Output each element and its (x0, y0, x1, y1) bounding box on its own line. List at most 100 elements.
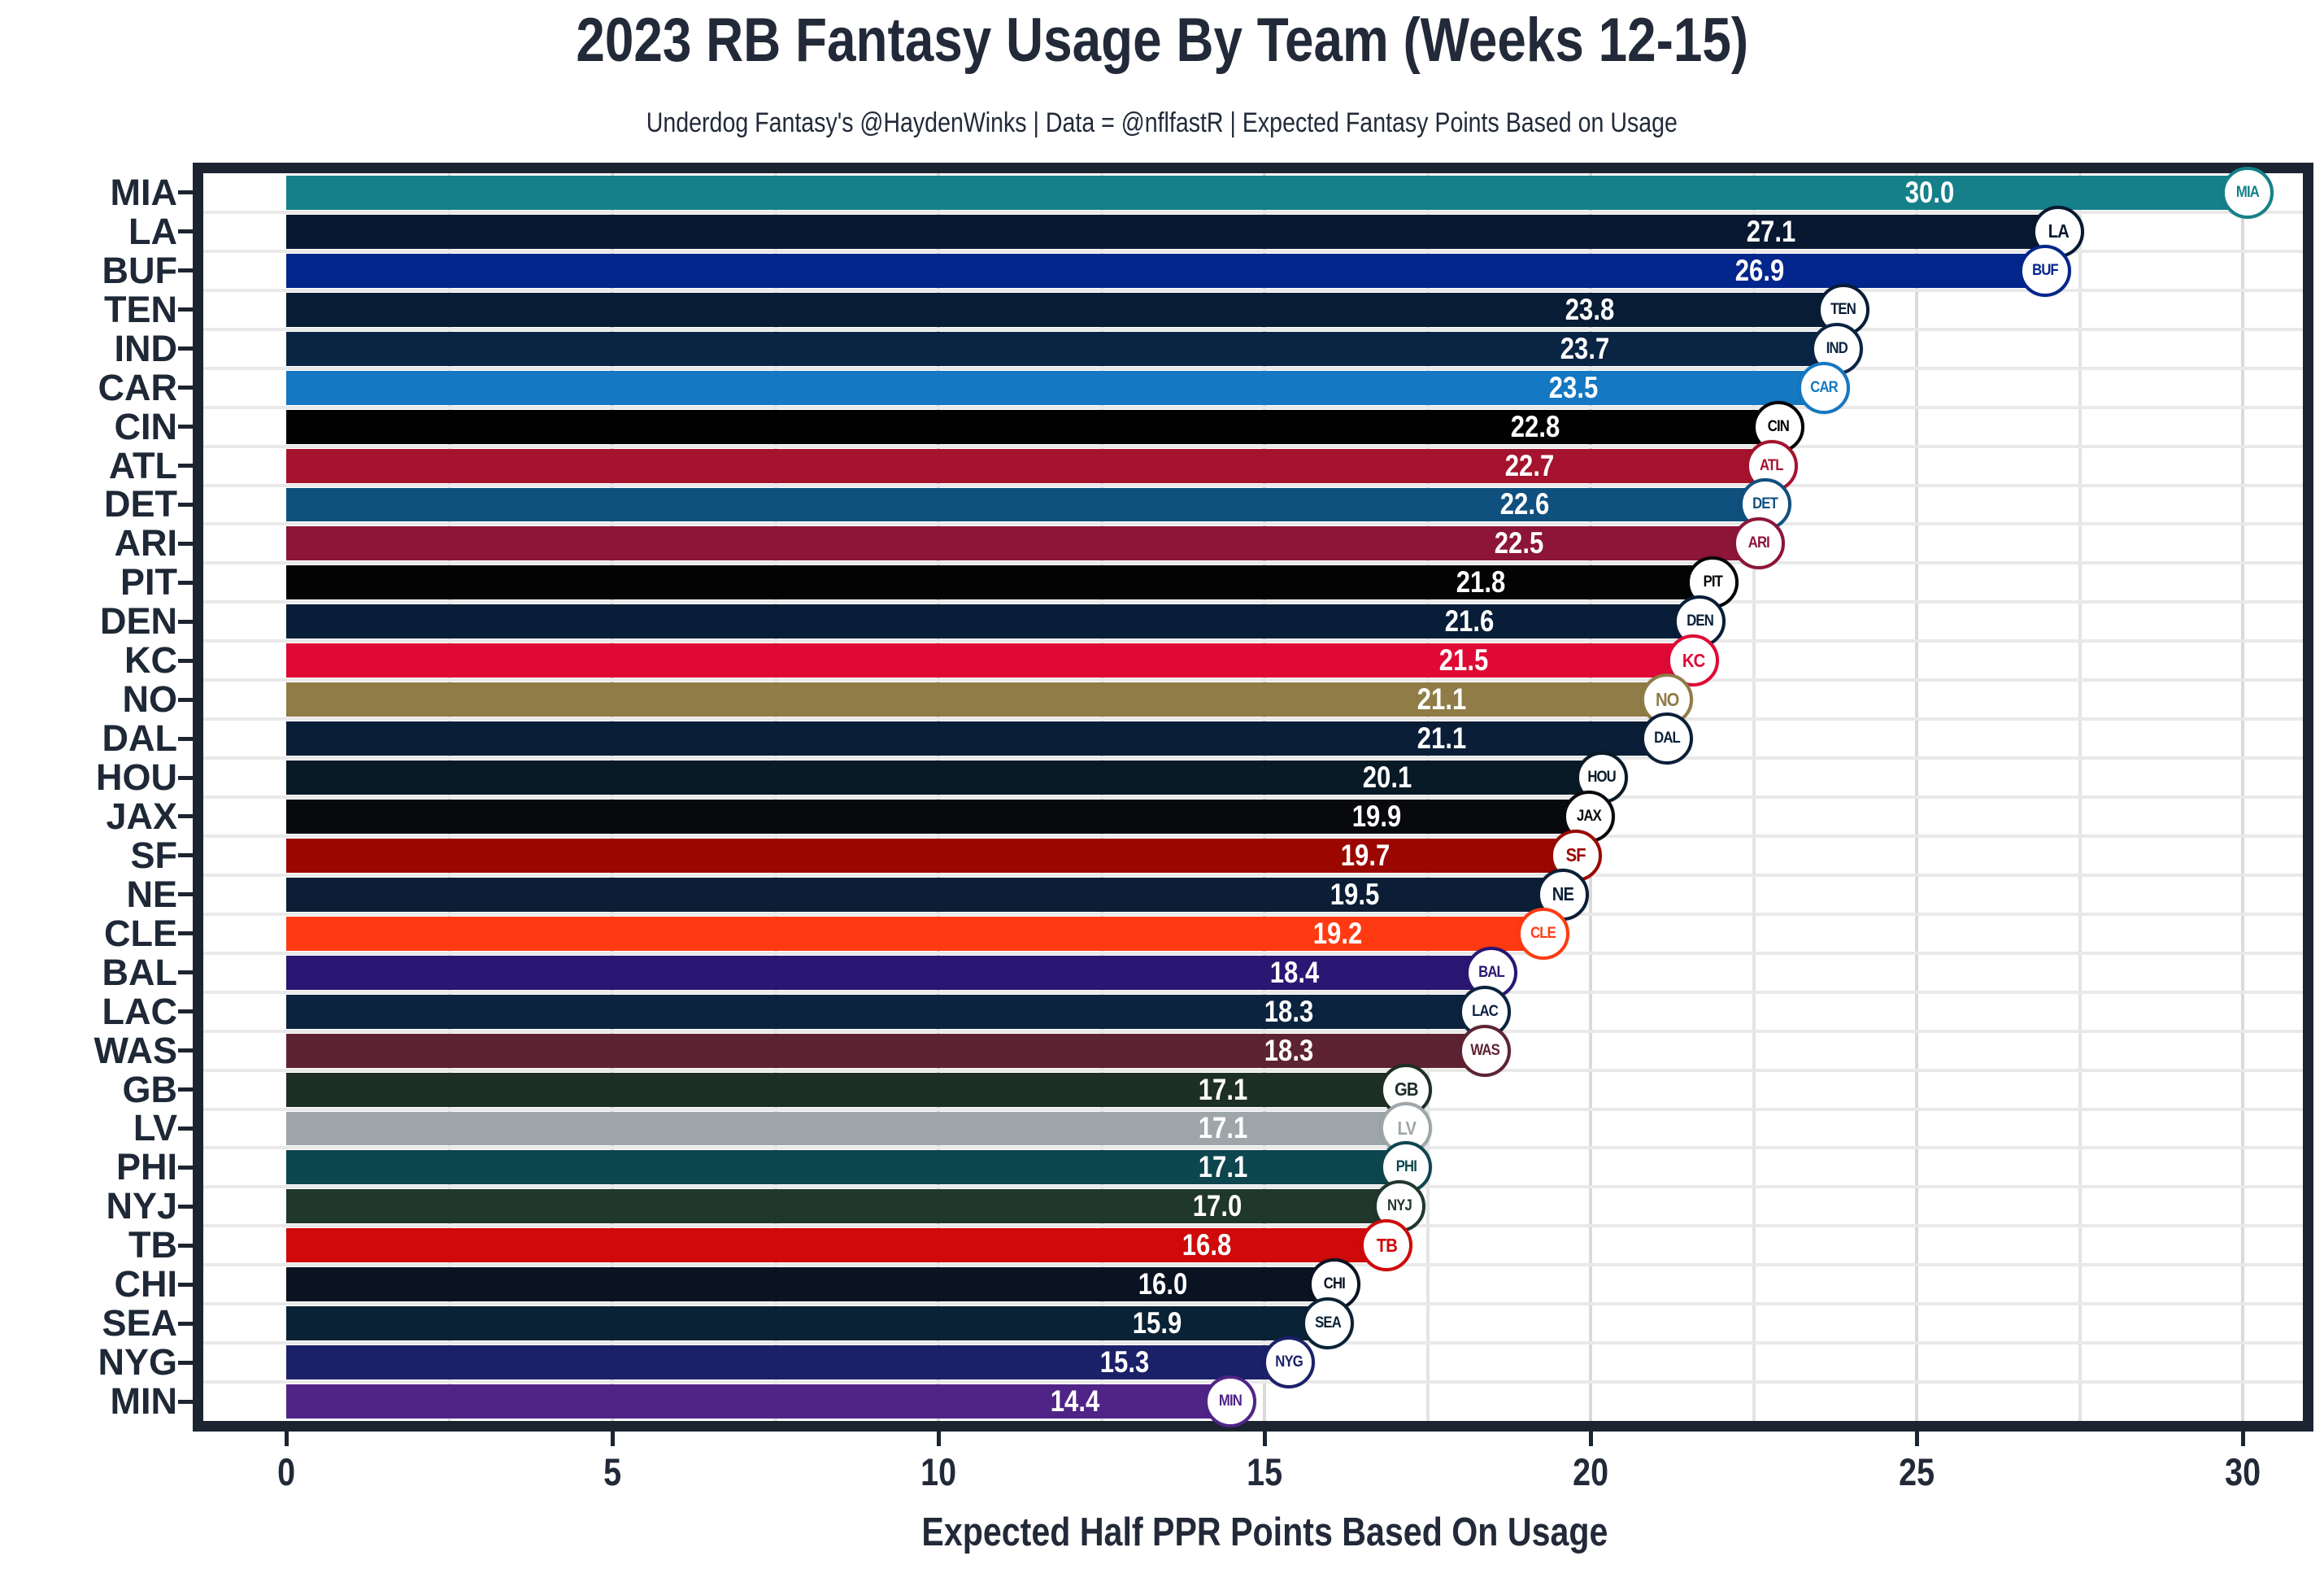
gridline-row-9 (203, 522, 2303, 526)
bar-ne (286, 877, 1558, 912)
x-tick-label-text: 30 (2225, 1450, 2261, 1493)
team-logo-text: JAX (1577, 807, 1602, 825)
x-tick-label-text: 20 (1573, 1450, 1608, 1493)
y-label-den: DEN (99, 600, 177, 643)
y-tick-nyg (178, 1360, 193, 1365)
bar-la (286, 214, 2054, 249)
gridline-row-18 (203, 873, 2303, 877)
gridline-row-2 (203, 249, 2303, 253)
x-tick-0 (284, 1432, 289, 1446)
bar-value-phi: 17.1 (1198, 1150, 1248, 1184)
y-label-lac: LAC (102, 990, 177, 1032)
bar-tb (286, 1228, 1382, 1263)
y-tick-no (178, 697, 193, 702)
bar-value-was: 18.3 (1264, 1033, 1314, 1067)
team-logo-text: CLE (1530, 924, 1556, 942)
team-logo-text: MIA (2235, 183, 2260, 201)
bar-cin (286, 409, 1773, 444)
plot-panel: 30.0 MIA 27.1 LA 26.9 BUF 23.8 TEN 23.7 IND 23.5 CA… (178, 163, 2313, 1432)
x-tick-label-15: 15 (1208, 1449, 1321, 1494)
bar-car (286, 370, 1819, 405)
team-logo-text: NYJ (1387, 1197, 1412, 1215)
y-label-buf: BUF (102, 249, 177, 291)
x-tick-label-text: 15 (1247, 1450, 1282, 1493)
bar-value-ind: 23.7 (1560, 331, 1609, 365)
y-label-car: CAR (98, 366, 178, 408)
bar-value-no: 21.1 (1417, 682, 1467, 717)
bar-value-atl: 22.7 (1505, 448, 1555, 482)
y-label-ari: ARI (114, 522, 178, 564)
bar-phi (286, 1150, 1402, 1185)
team-logo-buf-icon: BUF (2019, 244, 2072, 297)
team-logo-text: CAR (1809, 378, 1838, 396)
team-logo-no-icon: NO (1641, 673, 1694, 726)
y-label-atl: ATL (108, 444, 177, 486)
bar-value-sea: 15.9 (1132, 1306, 1182, 1340)
gridline-row-22 (203, 1029, 2303, 1033)
bar-nyg (286, 1345, 1285, 1380)
bar-value-min: 14.4 (1050, 1384, 1100, 1419)
y-label-sf: SF (130, 834, 177, 876)
x-tick-label-text: 5 (603, 1450, 621, 1493)
team-logo-car-icon: CAR (1797, 361, 1850, 414)
y-tick-kc (178, 658, 193, 663)
y-label-ind: IND (114, 327, 178, 369)
team-logo-text: IND (1826, 339, 1848, 357)
gridline-row-12 (203, 639, 2303, 643)
chart-title-text: 2023 RB Fantasy Usage By Team (Weeks 12-… (576, 6, 1748, 75)
bar-jax (286, 800, 1584, 834)
bar-sea (286, 1306, 1324, 1341)
y-label-kc: KC (124, 639, 177, 682)
y-tick-buf (178, 268, 193, 273)
x-tick-label-25: 25 (1860, 1449, 1974, 1494)
y-label-ne: NE (126, 873, 177, 915)
gridline-row-19 (203, 912, 2303, 916)
bar-hou (286, 760, 1598, 795)
y-tick-atl (178, 464, 193, 468)
x-axis-title: Expected Half PPR Points Based On Usage (286, 1510, 2243, 1555)
y-label-no: NO (122, 678, 178, 721)
team-logo-text: ATL (1760, 456, 1783, 474)
gridline-row-17 (203, 834, 2303, 838)
x-tick-25 (1914, 1432, 1919, 1446)
team-logo-text: DEN (1686, 612, 1714, 630)
y-tick-nyj (178, 1204, 193, 1209)
team-logo-dal-icon: DAL (1641, 713, 1694, 765)
y-label-det: DET (104, 483, 177, 525)
y-label-bal: BAL (102, 951, 177, 993)
bar-det (286, 487, 1760, 522)
bar-value-nyg: 15.3 (1099, 1345, 1149, 1379)
bar-value-nyj: 17.0 (1193, 1189, 1243, 1223)
team-logo-ne-icon: NE (1536, 868, 1589, 921)
team-logo-text: PIT (1703, 573, 1723, 591)
y-label-nyj: NYJ (106, 1185, 177, 1227)
y-tick-sea (178, 1321, 193, 1326)
y-label-phi: PHI (115, 1146, 177, 1188)
team-logo-mia-icon: MIA (2222, 166, 2274, 219)
bar-den (286, 604, 1695, 639)
team-logo-text: NYG (1275, 1353, 1303, 1371)
y-tick-ind (178, 346, 193, 351)
y-tick-jax (178, 814, 193, 819)
team-logo-sea-icon: SEA (1302, 1297, 1355, 1350)
gridline-row-4 (203, 327, 2303, 331)
bar-chi (286, 1267, 1330, 1302)
y-tick-sf (178, 853, 193, 858)
chart-title: 2023 RB Fantasy Usage By Team (Weeks 12-… (0, 5, 2324, 76)
y-tick-tb (178, 1243, 193, 1248)
gridline-row-14 (203, 717, 2303, 721)
gridline-row-6 (203, 405, 2303, 409)
team-logo-text: BAL (1478, 963, 1505, 981)
bar-lv (286, 1111, 1402, 1146)
team-logo-text: BUF (2032, 261, 2060, 279)
x-tick-label-0: 0 (229, 1449, 343, 1494)
team-logo-text: LAC (1471, 1002, 1499, 1020)
bar-no (286, 682, 1663, 717)
y-tick-ten (178, 307, 193, 312)
x-tick-label-text: 25 (1899, 1450, 1934, 1493)
team-logo-text: NE (1552, 883, 1574, 905)
bar-value-la: 27.1 (1746, 214, 1795, 248)
team-logo-was-icon: WAS (1458, 1024, 1511, 1077)
bar-value-hou: 20.1 (1362, 760, 1412, 795)
